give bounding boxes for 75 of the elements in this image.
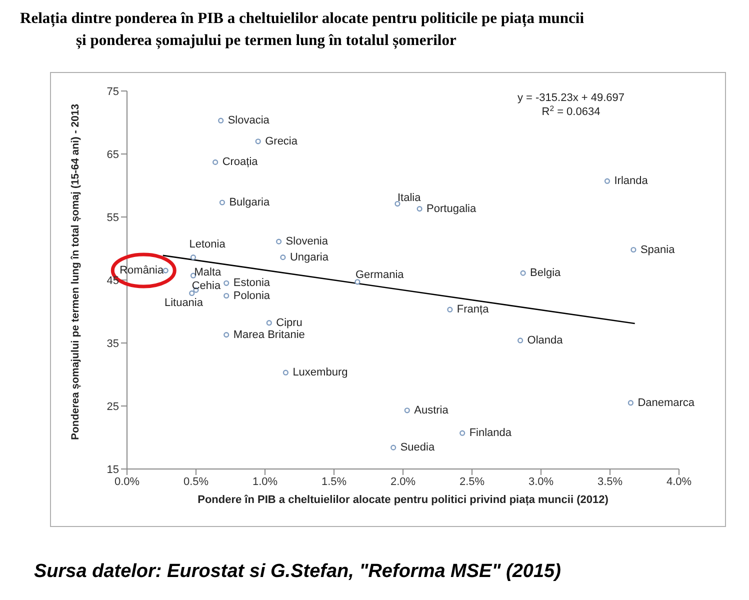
point [628, 400, 634, 406]
y-axis-title: Ponderea șomajului pe termen lung în total șomaj (15-64 ani) - 2013 [70, 104, 82, 440]
point [416, 206, 422, 212]
point [266, 320, 272, 326]
annotation: România [120, 264, 165, 277]
annotation: Polonia [233, 290, 271, 302]
annotation: Austria [414, 404, 450, 416]
point [630, 246, 636, 253]
y-tick-label: 45 [106, 274, 119, 287]
y-tick-label: 15 [106, 464, 119, 476]
x-tick-label: 2.5% [459, 476, 485, 488]
chart-title: Relația dintre ponderea în PIB a cheltuielilor alocate pentru politicile pe piața muncii și ponderea șomajului pe termen lung în totalul șomerilor [20, 9, 586, 51]
point [520, 270, 526, 276]
point [189, 290, 195, 296]
point [276, 238, 282, 244]
annotation: Grecia [265, 135, 298, 148]
annotation: R$^{2}$ = 0.0634 [542, 104, 600, 118]
point [390, 444, 396, 450]
y-tick-label: 65 [106, 148, 119, 161]
point [224, 332, 230, 338]
annotation: Bulgaria [229, 196, 270, 209]
annotation: Marea Britanie [233, 328, 305, 341]
annotation: y = -315.23x + 49.697 [517, 92, 625, 104]
x-tick-label: 0.5% [183, 476, 209, 488]
annotation: Suedia [400, 442, 436, 454]
annotation: Slovenia [286, 236, 329, 248]
point [447, 306, 453, 312]
point [518, 338, 524, 344]
point [218, 118, 224, 124]
annotation: Malta [194, 266, 222, 279]
annotation: Letonia [189, 238, 226, 250]
point [280, 254, 286, 260]
point [354, 279, 360, 285]
point [219, 200, 226, 206]
annotation: Spania [640, 244, 676, 256]
point [394, 200, 400, 207]
annotation: Slovacia [228, 114, 270, 127]
point [255, 138, 261, 144]
annotation: Franța [456, 304, 490, 316]
annotation: Lituania [164, 297, 204, 310]
point [604, 178, 610, 184]
x-tick-label: 1.0% [252, 476, 278, 488]
annotation: Ungaria [290, 251, 330, 264]
x-tick-label: 0.0% [114, 476, 140, 488]
x-tick-label: 2.0% [390, 476, 416, 488]
annotation: Cipru [276, 316, 302, 329]
annotation: Estonia [233, 277, 271, 290]
point [190, 254, 196, 260]
annotation: Portugalia [426, 202, 477, 215]
text: Sursa datelor: Eurostat si G.Stefan, "Reforma MSE" (2015) [34, 561, 562, 583]
point [282, 370, 288, 376]
point [460, 430, 466, 436]
annotation: Danemarca [638, 396, 696, 409]
point [404, 408, 410, 414]
y-tick-label: 75 [106, 86, 119, 98]
x-tick-label: 3.5% [597, 476, 623, 488]
point [224, 292, 230, 299]
annotation: Croația [222, 156, 259, 168]
annotation: Olanda [527, 334, 564, 346]
annotation: Luxemburg [292, 366, 348, 379]
y-tick-label: 35 [106, 338, 119, 350]
x-tick-label: 3.0% [528, 476, 554, 488]
annotation: Cehia [192, 280, 222, 292]
y-tick-label: 55 [106, 212, 119, 224]
annotation: Irlanda [614, 175, 649, 188]
x-tick-label: 4.0% [666, 476, 692, 488]
x-axis-title: Pondere în PIB a cheltuielilor alocate pentru politici privind piața muncii (2012) [198, 494, 609, 506]
y-tick-label: 25 [106, 400, 119, 413]
point [212, 159, 218, 165]
annotation: Germania [355, 268, 405, 281]
annotation: Finlanda [469, 427, 512, 440]
point [224, 280, 230, 286]
annotation: Italia [397, 192, 422, 204]
x-tick-label: 1.5% [321, 476, 347, 488]
annotation: Belgia [530, 267, 562, 280]
